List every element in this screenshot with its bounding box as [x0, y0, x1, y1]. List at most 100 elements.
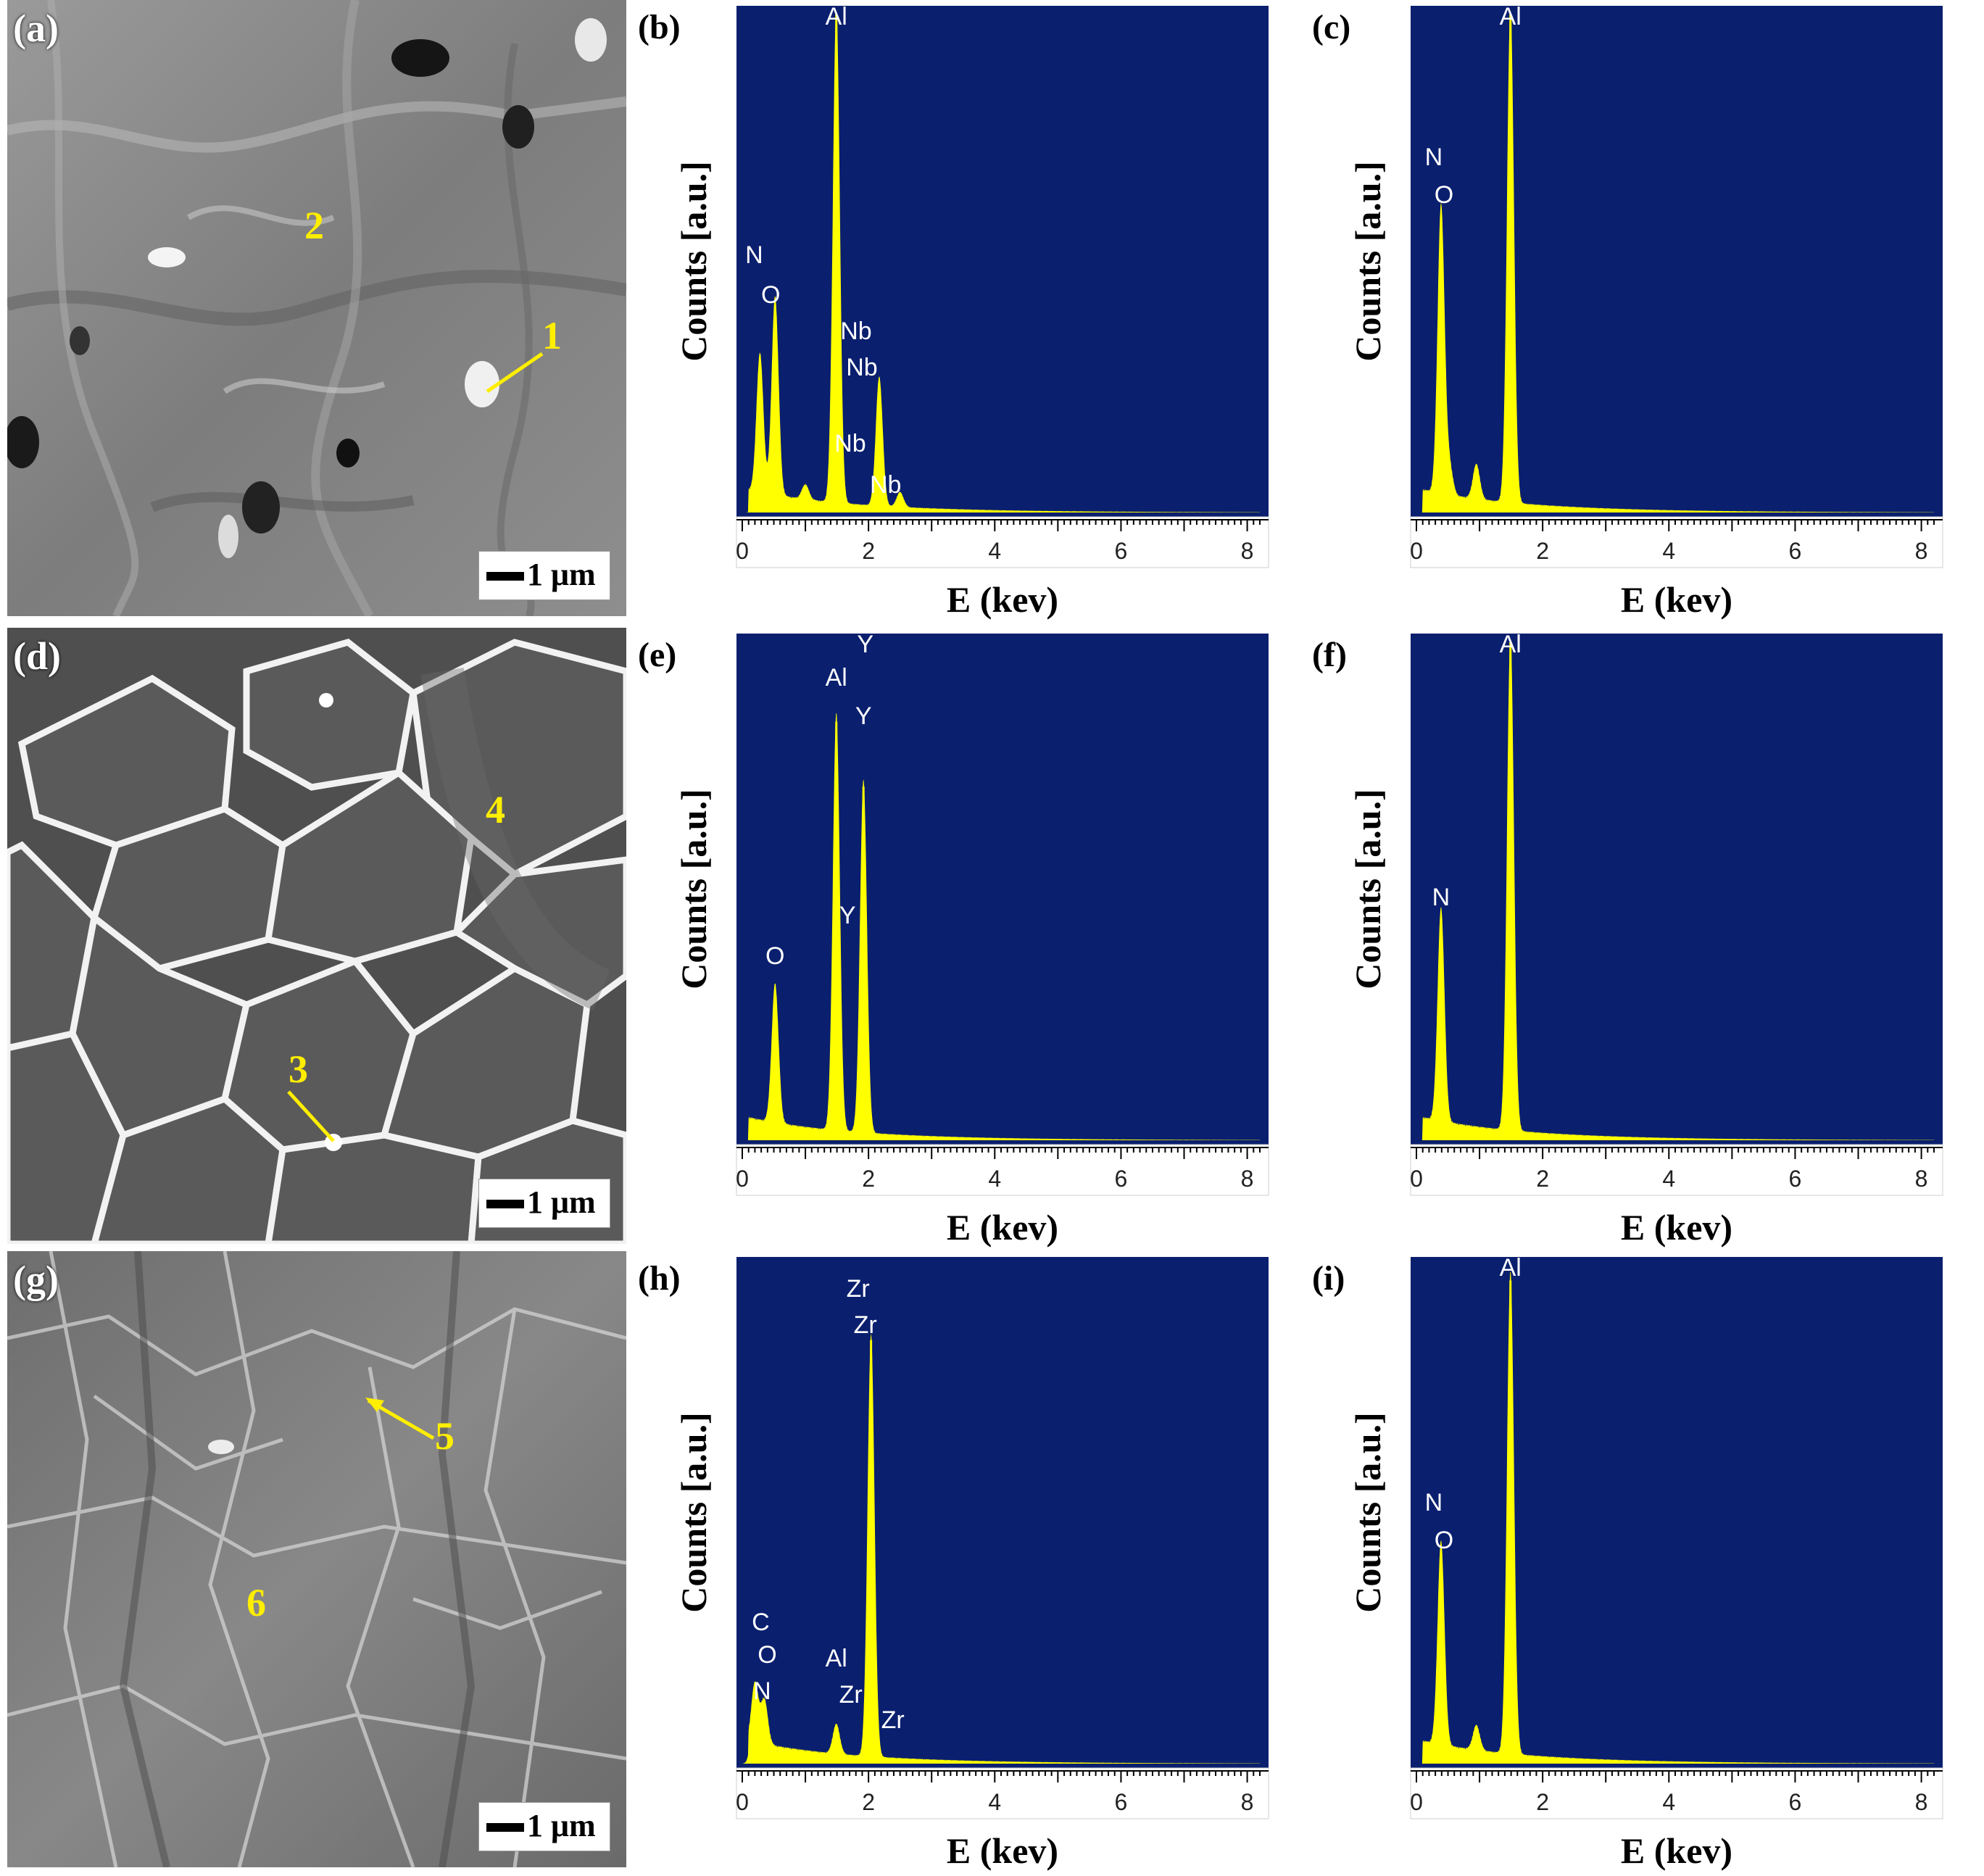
- x-tick-label: 8: [1241, 1789, 1254, 1815]
- plot-area: [736, 6, 1269, 517]
- x-tick-label: 0: [1410, 1166, 1423, 1192]
- peak-label: O: [1435, 181, 1453, 209]
- x-axis-label: E (kev): [1621, 1207, 1732, 1248]
- peak-label: O: [761, 281, 780, 309]
- x-tick-label: 8: [1915, 1166, 1928, 1192]
- x-tick-label: 4: [988, 538, 1001, 564]
- x-axis-strip: [736, 1767, 1269, 1819]
- x-axis-strip: [736, 516, 1269, 568]
- scale-bar: 1 μm: [478, 551, 610, 600]
- scale-bar-label: 1 μm: [527, 557, 596, 592]
- panel-tag-b: (b): [638, 8, 681, 46]
- plot-area: [1411, 6, 1943, 517]
- peak-label: Al: [826, 664, 847, 692]
- point-label-2: 2: [304, 204, 324, 247]
- point-label-4: 4: [486, 788, 505, 831]
- eds-plot: 0 2 4 6 8 Zr Zr CON Al Zr Zr E (kev) Counts [a.u.]: [674, 1257, 1269, 1871]
- eds-spectrum-h: 0 2 4 6 8 Zr Zr C O N Al Zr Zr E (kev) Counts [a.u.] (…: [638, 1251, 1276, 1876]
- peak-label: Y: [857, 631, 873, 658]
- plot-area: [736, 634, 1269, 1145]
- eds-plot: 0 2 4 6 8 Y Al Y Y O E (kev) Counts [a.u.]: [674, 631, 1269, 1248]
- peak-label: N: [1425, 144, 1443, 171]
- peak-label: O: [758, 1641, 776, 1669]
- eds-spectrum-i: 0 2 4 6 8 Al N O E (kev) Counts [a.u.] (i): [1312, 1251, 1950, 1876]
- peak-label: Al: [826, 1645, 847, 1672]
- x-tick-label: 2: [1536, 1789, 1549, 1815]
- peak-label: O: [1435, 1527, 1453, 1554]
- marker-arrow-1: [486, 352, 544, 394]
- eds-spectrum-b: 0 2 4 6 8 Al N O Nb Nb Nb Nb E (kev) Counts [a.u.] (b…: [638, 0, 1276, 625]
- point-label-3: 3: [289, 1047, 308, 1091]
- plot-area: [1411, 634, 1943, 1145]
- panel-tag-i: (i): [1312, 1259, 1345, 1298]
- panel-tag-h: (h): [638, 1259, 681, 1298]
- sem-texture-d: [7, 628, 626, 1244]
- panel-tag-c: (c): [1312, 8, 1351, 46]
- x-tick-label: 0: [1410, 1789, 1423, 1815]
- sem-texture-g: [7, 1251, 626, 1867]
- x-tick-label: 2: [862, 1166, 875, 1192]
- panel-tag-g: (g): [13, 1258, 59, 1301]
- panel-tag-d: (d): [13, 634, 61, 678]
- x-tick-label: 4: [1662, 1166, 1675, 1192]
- scale-bar-label: 1 μm: [527, 1184, 596, 1220]
- panel-tag-a: (a): [13, 7, 59, 50]
- peak-label: Nb: [846, 354, 877, 381]
- peak-label: Al: [1500, 631, 1522, 658]
- y-axis-label: Counts [a.u.]: [674, 161, 714, 361]
- peak-label: Zr: [839, 1681, 863, 1709]
- scale-bar-line: [486, 572, 524, 581]
- x-tick-label: 6: [1115, 538, 1128, 564]
- y-axis-label: Counts [a.u.]: [674, 789, 714, 989]
- x-tick-label: 0: [1410, 538, 1423, 564]
- point-label-1: 1: [542, 314, 562, 357]
- x-tick-label: 8: [1915, 1789, 1928, 1815]
- x-axis-label: E (kev): [1621, 1830, 1732, 1871]
- x-tick-label: 6: [1789, 1789, 1802, 1815]
- x-axis-label: E (kev): [947, 1207, 1058, 1248]
- peak-label: N: [753, 1677, 771, 1705]
- x-tick-label: 6: [1789, 538, 1802, 564]
- eds-spectrum-c: 0 2 4 6 8 Al N O E (kev) Counts [a.u.] (c): [1312, 0, 1950, 625]
- peak-label: Nb: [840, 317, 871, 345]
- plot-area: [736, 1257, 1269, 1768]
- marker-arrow-3: [287, 1090, 335, 1142]
- x-axis-strip: [1410, 1767, 1943, 1819]
- figure-row-2: (d) 3 4 1 μm 0 2 4 6 8 Y Al Y Y O E (kev) Counts [a…: [0, 628, 1984, 1253]
- y-axis-label: Counts [a.u.]: [1348, 789, 1388, 989]
- x-tick-label: 8: [1915, 538, 1928, 564]
- x-tick-label: 4: [1662, 1789, 1675, 1815]
- sem-image-d: (d) 3 4 1 μm: [7, 628, 626, 1244]
- scale-bar-label: 1 μm: [527, 1808, 596, 1843]
- peak-label: O: [765, 942, 784, 970]
- x-tick-label: 6: [1115, 1166, 1128, 1192]
- x-tick-label: 2: [1536, 1166, 1549, 1192]
- peak-label: N: [745, 241, 763, 269]
- peak-label: Y: [855, 702, 872, 730]
- peak-label: Zr: [854, 1311, 877, 1339]
- y-axis-label: Counts [a.u.]: [1348, 161, 1388, 361]
- eds-plot: 0 2 4 6 8 Al NO E (kev) Counts [a.u.]: [1348, 3, 1943, 620]
- panel-tag-f: (f): [1312, 636, 1347, 674]
- peak-label: Al: [1500, 3, 1522, 30]
- peak-label: C: [752, 1609, 770, 1636]
- eds-spectrum-f: 0 2 4 6 8 Al N E (kev) Counts [a.u.] (f): [1312, 628, 1950, 1253]
- plot-area: [1411, 1257, 1943, 1768]
- scale-bar: 1 μm: [478, 1802, 610, 1851]
- x-tick-label: 6: [1115, 1789, 1128, 1815]
- scale-bar-line: [486, 1200, 524, 1208]
- x-tick-label: 0: [736, 538, 749, 564]
- peak-label: N: [1432, 884, 1450, 911]
- peak-label: Al: [1500, 1254, 1522, 1282]
- eds-plot: 0 2 4 6 8 Al N E (kev) Counts [a.u.]: [1348, 631, 1943, 1248]
- peak-label: Al: [826, 3, 847, 30]
- y-axis-label: Counts [a.u.]: [674, 1412, 714, 1612]
- peak-label: Nb: [834, 430, 866, 457]
- y-axis-label: Counts [a.u.]: [1348, 1412, 1388, 1612]
- x-axis-strip: [1410, 516, 1943, 568]
- x-axis-strip: [1410, 1144, 1943, 1196]
- x-tick-label: 6: [1789, 1166, 1802, 1192]
- sem-image-a: (a) 1 2 1 μm: [7, 0, 626, 616]
- point-label-5: 5: [435, 1414, 455, 1458]
